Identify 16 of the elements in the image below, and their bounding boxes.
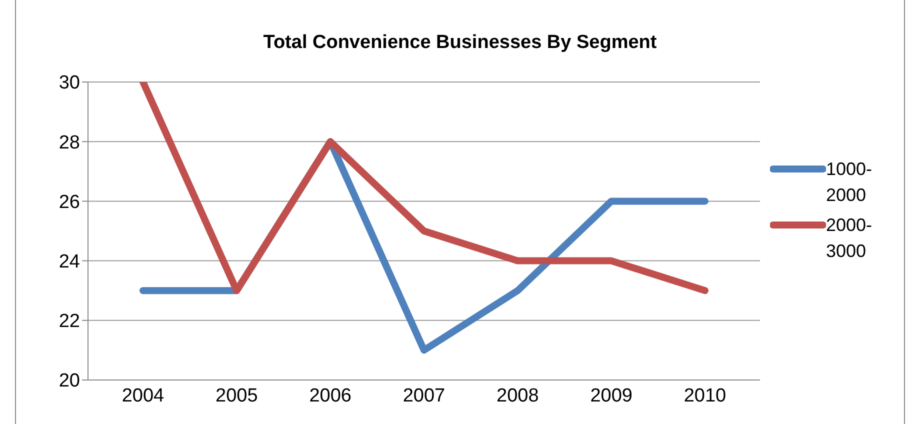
x-tick-label: 2004 bbox=[122, 385, 165, 406]
x-tick-label: 2006 bbox=[309, 385, 352, 406]
x-tick-label: 2007 bbox=[402, 385, 446, 406]
x-tick-label: 2008 bbox=[496, 385, 539, 406]
y-tick-label: 28 bbox=[58, 132, 80, 154]
y-tick-label: 30 bbox=[58, 72, 80, 94]
chart-title: Total Convenience Businesses By Segment bbox=[262, 32, 658, 54]
y-tick-label: 24 bbox=[58, 252, 80, 273]
y-tick-label: 20 bbox=[58, 370, 80, 392]
y-tick-label: 22 bbox=[58, 311, 80, 332]
x-tick-label: 2009 bbox=[590, 385, 632, 406]
legend-label: 1000-2000 bbox=[826, 158, 874, 207]
x-tick-label: 2005 bbox=[216, 385, 258, 406]
x-tick-label: 2010 bbox=[684, 385, 726, 406]
y-tick-label: 26 bbox=[58, 192, 80, 213]
legend-label: 2000-3000 bbox=[826, 214, 874, 263]
